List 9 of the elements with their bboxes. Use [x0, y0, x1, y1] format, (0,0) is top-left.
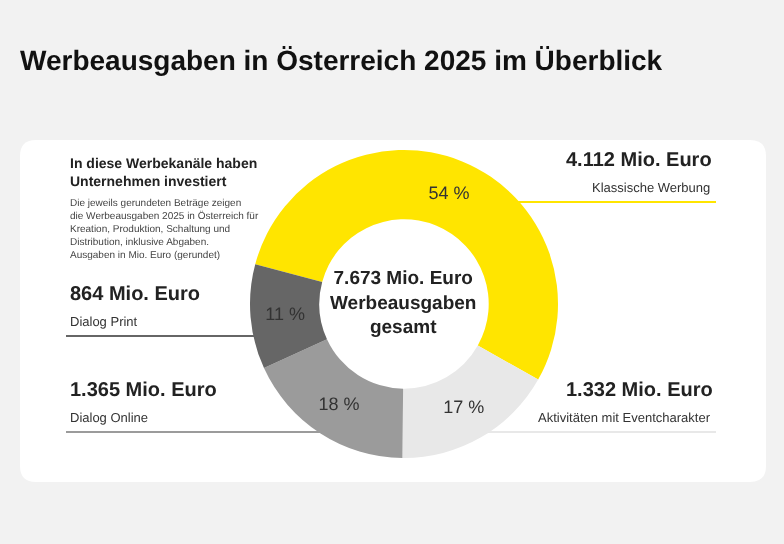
data-label: 54 %: [428, 183, 470, 204]
text: 4.112 Mio. Euro: [566, 150, 712, 172]
text: 864 Mio. Euro: [70, 284, 201, 306]
text: 1.365 Mio. Euro: [70, 380, 217, 402]
chart-title: Werbeausgaben in Österreich 2025 im Überblick: [20, 43, 663, 76]
text: 1.332 Mio. Euro: [566, 380, 713, 402]
data-label: 17 %: [443, 397, 485, 418]
data-label: 18 %: [318, 394, 360, 415]
text: 7.673 Mio. Euro Werbeausgaben gesamt: [330, 268, 477, 340]
